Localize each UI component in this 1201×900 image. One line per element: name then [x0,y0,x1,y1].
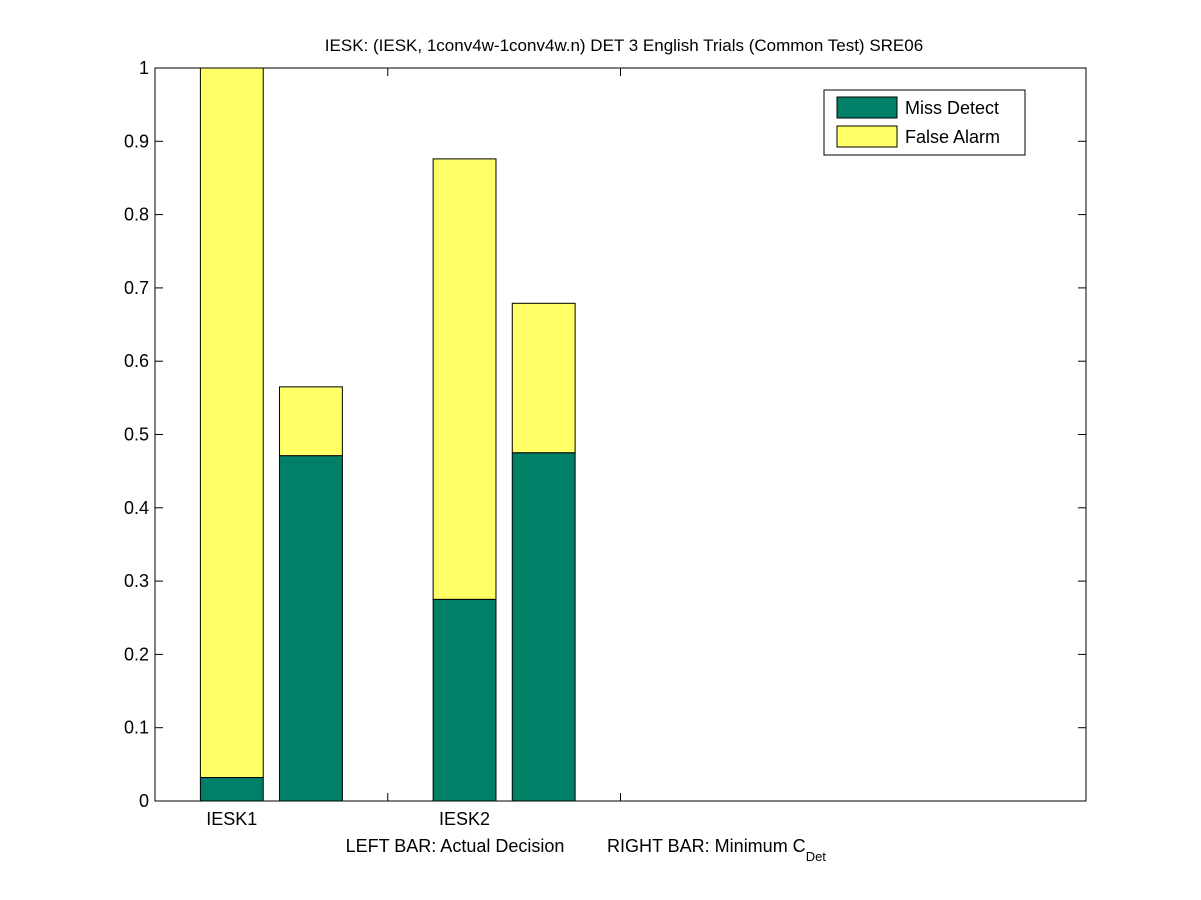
bar-false-alarm-iesk1-right [279,386,343,457]
y-tick-label: 1 [139,58,149,78]
bar-miss-detect-iesk1-left [199,777,264,802]
legend-swatch-miss-detect [836,96,898,119]
x-axis-label-right-subscript: Det [806,849,827,864]
y-tick-label: 0.6 [124,351,149,371]
legend-swatch-false-alarm [836,125,898,148]
category-label-iesk2: IESK2 [439,809,490,829]
y-tick-label: 0.5 [124,425,149,445]
category-labels: IESK1 IESK2 [206,809,490,829]
chart-title: IESK: (IESK, 1conv4w-1conv4w.n) DET 3 En… [325,36,923,55]
x-axis-label-right-prefix: RIGHT BAR: Minimum C [607,836,806,856]
bar-miss-detect-iesk2-right [511,452,576,802]
y-tick-label: 0.9 [124,131,149,151]
bars-layer [199,67,576,802]
y-tick-label: 0 [139,791,149,811]
bar-miss-detect-iesk1-right [279,455,343,802]
y-tick-label: 0.1 [124,718,149,738]
bar-false-alarm-iesk2-right [511,302,576,454]
y-tick-label: 0.7 [124,278,149,298]
y-tick-label: 0.4 [124,498,149,518]
bar-miss-detect-iesk2-left [432,598,497,802]
y-tick-label: 0.8 [124,205,149,225]
legend-label-miss-detect: Miss Detect [905,98,999,118]
bar-false-alarm-iesk1-left [199,67,264,779]
x-axis-label-right: RIGHT BAR: Minimum CDet [607,836,826,864]
legend: Miss Detect False Alarm [823,89,1026,156]
legend-label-false-alarm: False Alarm [905,127,1000,147]
x-axis-label-left: LEFT BAR: Actual Decision [346,836,565,856]
ticks-layer: 0 0.1 0.2 0.3 0.4 0.5 0.6 0.7 0.8 0.9 1 [124,58,1086,811]
y-tick-label: 0.3 [124,571,149,591]
plot-frame [154,67,1087,802]
category-label-iesk1: IESK1 [206,809,257,829]
y-tick-label: 0.2 [124,644,149,664]
bar-false-alarm-iesk2-left [432,158,497,600]
